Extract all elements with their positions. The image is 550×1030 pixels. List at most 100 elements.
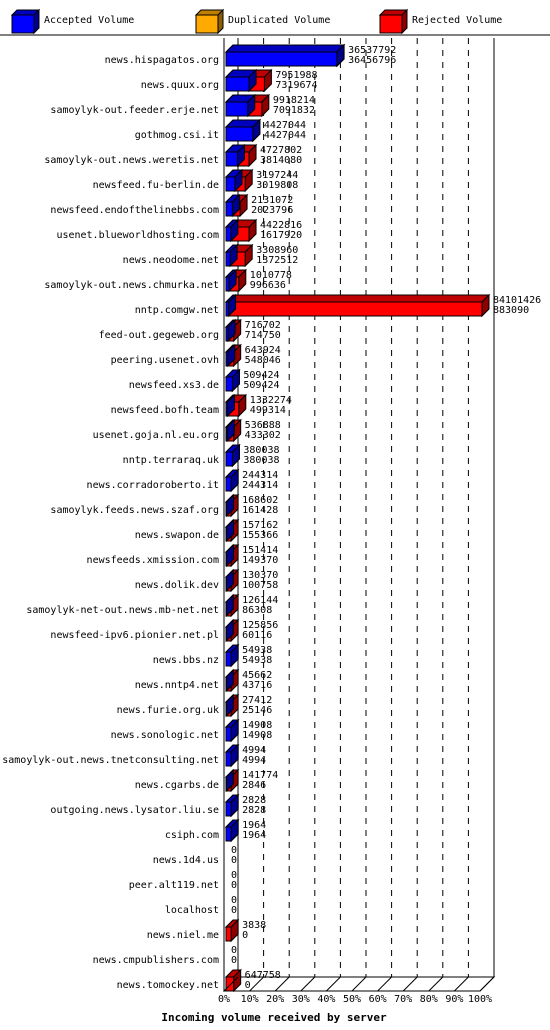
bar-accepted xyxy=(225,676,227,692)
row-label: news.neodome.net xyxy=(123,255,219,266)
row-label: news.tomockey.net xyxy=(117,980,219,991)
x-tick-label: 40% xyxy=(317,994,335,1005)
value-label-accepted: 996636 xyxy=(250,280,286,291)
row-label: samoylyk-out.feeder.erje.net xyxy=(50,105,219,116)
bar-accepted xyxy=(225,601,227,617)
value-label-accepted: 1617920 xyxy=(260,230,302,241)
bar-row: samoylyk-out.news.tnetconsulting.net 4994… xyxy=(2,743,266,768)
row-label: newsfeed.xs3.de xyxy=(129,380,219,391)
x-tick xyxy=(223,976,239,992)
value-label-accepted: 2828 xyxy=(242,805,266,816)
value-label-accepted: 14908 xyxy=(242,730,272,741)
x-tick-label: 80% xyxy=(420,994,438,1005)
x-tick xyxy=(402,976,418,992)
bar-accepted xyxy=(225,651,232,667)
legend-label: Rejected Volume xyxy=(412,15,502,26)
row-label: news.corradoroberto.it xyxy=(87,480,219,491)
value-label-accepted: 0 xyxy=(231,955,237,966)
bar-accepted xyxy=(225,701,227,717)
value-label-total: 647758 xyxy=(245,970,281,981)
x-axis: 0% 10% 20% 30% 40% 50% 60% 70% 80% 90% 100% xyxy=(218,976,495,1005)
value-label-total: 3197244 xyxy=(256,170,298,181)
value-label-accepted: 86308 xyxy=(242,605,272,616)
x-tick-label: 10% xyxy=(241,994,259,1005)
row-label: samoylyk.feeds.news.szaf.org xyxy=(50,505,219,516)
bar-accepted xyxy=(225,626,227,642)
value-label-accepted: 1964 xyxy=(242,830,266,841)
value-label-total: 125856 xyxy=(242,620,278,631)
bar-rejected xyxy=(225,926,232,942)
value-label-accepted: 714750 xyxy=(245,330,281,341)
row-label: news.dolik.dev xyxy=(135,580,219,591)
value-label-accepted: 7319674 xyxy=(275,80,317,91)
bar-accepted xyxy=(225,126,254,142)
value-label-total: 36537792 xyxy=(348,45,396,56)
bar-row: usenet.blueworldhosting.com 4422816161792… xyxy=(56,218,302,243)
row-label: news.sonologic.net xyxy=(111,730,219,741)
row-label: outgoing.news.lysator.liu.se xyxy=(50,805,219,816)
value-label-accepted: 0 xyxy=(245,980,251,991)
value-label-accepted: 54938 xyxy=(242,655,272,666)
row-label: newsfeed-ipv6.pionier.net.pl xyxy=(50,630,219,641)
bar-rejected xyxy=(225,976,235,992)
row-label: news.nntp4.net xyxy=(135,680,219,691)
row-label: newsfeed.fu-berlin.de xyxy=(93,180,219,191)
bar-accepted xyxy=(225,76,250,92)
value-label-total: 1964 xyxy=(242,820,266,831)
value-label-accepted: 548046 xyxy=(245,355,281,366)
x-tick xyxy=(479,976,495,992)
legend-label: Accepted Volume xyxy=(44,15,134,26)
bar-accepted xyxy=(225,551,228,567)
bar-accepted xyxy=(225,576,227,592)
value-label-total: 9918214 xyxy=(273,95,315,106)
value-label-accepted: 4427044 xyxy=(264,130,306,141)
bar-row: samoylyk-out.news.weretis.net 47278023814… xyxy=(44,143,302,168)
x-tick-label: 20% xyxy=(266,994,284,1005)
value-label-accepted: 25146 xyxy=(242,705,272,716)
bar-accepted xyxy=(225,51,338,67)
row-label: newsfeed.bofh.team xyxy=(111,405,219,416)
bar-accepted xyxy=(225,726,232,742)
bar-row: samoylyk-net-out.news.mb-net.net 12614486… xyxy=(26,593,278,618)
bar-rejected xyxy=(225,301,483,317)
row-label: usenet.blueworldhosting.com xyxy=(56,230,219,241)
value-label-total: 126144 xyxy=(242,595,278,606)
row-label: peering.usenet.ovh xyxy=(111,355,219,366)
bar-accepted xyxy=(225,751,232,767)
bar-accepted xyxy=(225,476,232,492)
value-label-accepted: 2846 xyxy=(242,780,266,791)
bar-accepted xyxy=(225,526,228,542)
value-label-total: 3308960 xyxy=(256,245,298,256)
row-label: news.cmpublishers.com xyxy=(93,955,219,966)
row-label: news.1d4.us xyxy=(153,855,219,866)
x-tick xyxy=(326,976,341,992)
bar-row: news.cmpublishers.com 00 xyxy=(93,945,237,966)
value-label-total: 643924 xyxy=(245,345,281,356)
value-label-total: 2828 xyxy=(242,795,266,806)
row-label: news.furie.org.uk xyxy=(117,705,219,716)
value-label-total: 2131072 xyxy=(251,195,293,206)
x-tick xyxy=(249,976,264,992)
x-tick xyxy=(351,976,367,992)
bars: news.hispagatos.org3653779236456796news.… xyxy=(2,43,541,993)
bar-row: peer.alt119.net 00 xyxy=(129,870,237,891)
value-label-accepted: 0 xyxy=(242,930,248,941)
legend-label: Duplicated Volume xyxy=(228,15,330,26)
row-label: usenet.goja.nl.eu.org xyxy=(93,430,219,441)
row-label: news.niel.me xyxy=(147,930,219,941)
bar-row: news.1d4.us 00 xyxy=(153,845,237,866)
x-tick-label: 30% xyxy=(292,994,310,1005)
x-tick-label: 60% xyxy=(369,994,387,1005)
value-label-total: 1010778 xyxy=(250,270,292,281)
bar-accepted xyxy=(225,401,229,417)
value-label-accepted: 0 xyxy=(231,855,237,866)
